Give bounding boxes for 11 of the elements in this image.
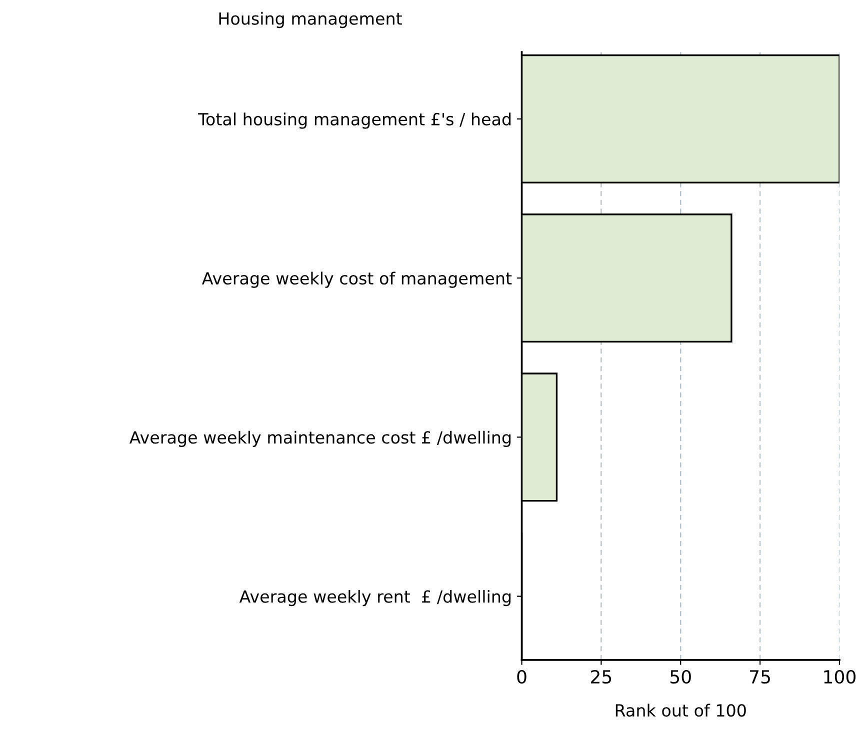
y-tick-label: Total housing management £'s / head: [198, 112, 511, 129]
x-tick-label: 75: [750, 670, 770, 684]
x-tick-label: 50: [670, 670, 691, 684]
y-tick-label: Average weekly rent £ /dwelling: [239, 590, 511, 606]
x-axis-title: Rank out of 100: [616, 704, 746, 717]
y-tick-label: Average weekly cost of management: [202, 272, 512, 288]
x-tick-label: 0: [517, 670, 526, 684]
x-tick-label: 25: [591, 670, 612, 684]
x-tick-label: 100: [824, 670, 856, 684]
y-tick-label: Average weekly maintenance cost £ /dwelling: [129, 430, 511, 447]
text: Housing management: [219, 12, 402, 28]
